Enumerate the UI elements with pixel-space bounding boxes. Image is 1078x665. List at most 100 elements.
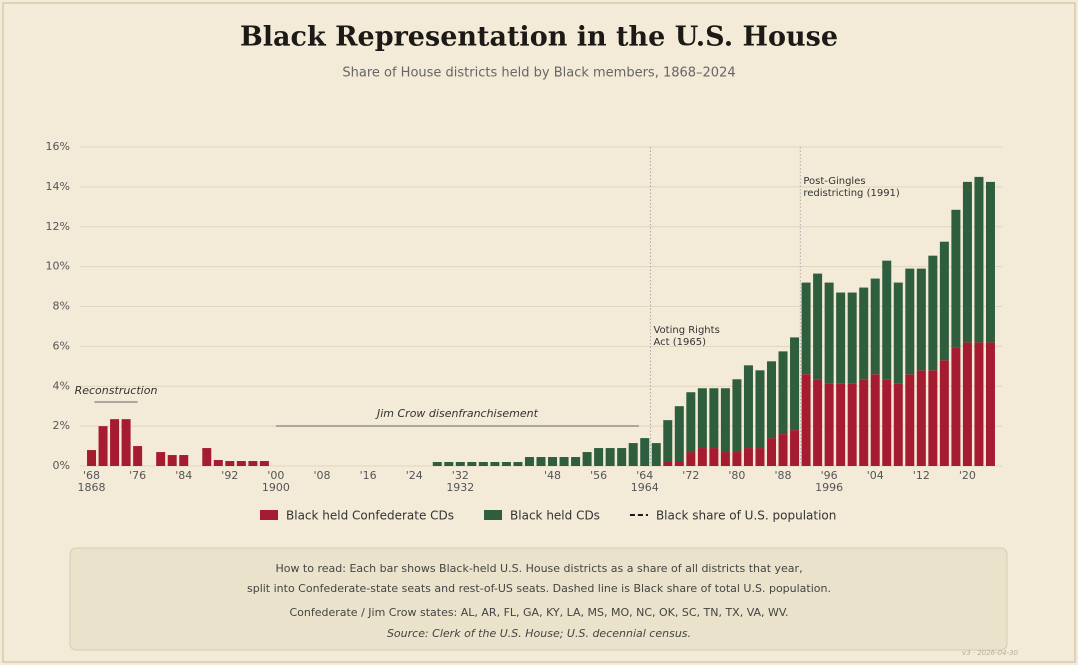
bar: [732, 379, 742, 453]
bar: [847, 383, 857, 466]
bar: [790, 430, 800, 466]
bar: [939, 241, 949, 361]
bar: [674, 462, 684, 466]
source: Source: Clerk of the U.S. House; U.S. de…: [387, 627, 691, 640]
annotation: Voting Rights: [653, 325, 719, 336]
bar: [663, 462, 673, 466]
y-tick-label: 0%: [53, 459, 70, 472]
bar: [743, 365, 753, 449]
x-tick-label: '72: [682, 469, 699, 482]
bar: [916, 370, 926, 466]
legend-label: Black held CDs: [510, 509, 600, 523]
bar: [524, 457, 534, 466]
bar: [778, 434, 788, 466]
bar: [167, 455, 177, 466]
chart-subtitle: Share of House districts held by Black m…: [342, 66, 735, 81]
bar: [628, 443, 638, 466]
bar: [236, 461, 246, 466]
bar: [905, 268, 915, 375]
bar: [767, 438, 776, 466]
annotation: redistricting (1991): [803, 188, 900, 199]
bar: [893, 282, 903, 384]
bar: [824, 383, 834, 466]
y-tick-label: 14%: [46, 180, 70, 193]
bar: [985, 342, 995, 466]
bar: [962, 342, 972, 466]
bar: [674, 406, 684, 463]
bar: [501, 462, 511, 466]
annotation: Reconstruction: [75, 384, 158, 397]
bar: [432, 462, 442, 466]
version: v3 · 2026-04-30: [962, 649, 1018, 657]
bar: [893, 383, 903, 466]
bar: [951, 209, 961, 348]
bar: [133, 446, 143, 466]
y-tick-label: 12%: [46, 220, 70, 233]
annotation: Act (1965): [653, 337, 706, 348]
bar: [790, 337, 800, 431]
bar: [870, 374, 880, 466]
bar: [732, 452, 742, 466]
bar: [939, 360, 949, 466]
bar: [259, 461, 269, 466]
bar: [536, 457, 546, 466]
x-tick-label-year: 1932: [446, 481, 474, 494]
x-tick-label: '32: [452, 469, 469, 482]
bar: [847, 292, 857, 384]
bar: [98, 426, 108, 466]
bar: [882, 379, 892, 466]
y-tick-label: 16%: [46, 140, 70, 153]
y-tick-label: 8%: [53, 300, 70, 313]
bar: [663, 420, 673, 463]
bar: [824, 282, 834, 384]
x-tick-label: '04: [867, 469, 884, 482]
bar: [720, 452, 730, 466]
bar: [225, 461, 235, 466]
bar: [928, 370, 938, 466]
bar: [202, 448, 212, 466]
x-tick-label-year: 1964: [631, 481, 659, 494]
bar: [974, 176, 984, 343]
bar: [859, 287, 869, 380]
bar: [709, 388, 719, 449]
bar: [985, 181, 995, 343]
y-tick-label: 10%: [46, 260, 70, 273]
bar: [720, 388, 730, 453]
legend-label: Black held Confederate CDs: [286, 509, 454, 523]
bar: [651, 443, 661, 466]
bar: [755, 370, 765, 449]
bar: [801, 374, 811, 466]
x-tick-label: '48: [544, 469, 561, 482]
bar: [951, 347, 961, 466]
note: split into Confederate-state seats and r…: [247, 582, 831, 595]
annotation: Jim Crow disenfranchisement: [375, 407, 539, 420]
legend-label: Black share of U.S. population: [656, 509, 836, 523]
bar: [110, 419, 120, 466]
x-tick-label: '68: [83, 469, 100, 482]
bar: [513, 462, 523, 466]
y-tick-label: 4%: [53, 379, 70, 392]
x-tick-label: '96: [821, 469, 838, 482]
bar: [686, 452, 696, 466]
bar: [697, 388, 707, 449]
bar: [156, 452, 166, 466]
x-tick-label: '12: [913, 469, 930, 482]
bar: [559, 457, 569, 466]
x-tick-label: '76: [129, 469, 146, 482]
plot: [80, 146, 1002, 467]
bar: [455, 462, 465, 466]
x-tick-label: '64: [636, 469, 653, 482]
bar: [778, 351, 788, 435]
annotation: Post-Gingles: [803, 176, 865, 187]
bar: [490, 462, 500, 466]
legend-swatch: [484, 510, 503, 520]
bar: [467, 462, 477, 466]
info-box: [69, 547, 1008, 651]
bar: [709, 448, 719, 466]
bar: [87, 450, 97, 466]
bar: [859, 379, 869, 466]
note: Confederate / Jim Crow states: AL, AR, F…: [289, 606, 788, 619]
x-tick-label: '20: [959, 469, 976, 482]
bar: [743, 448, 753, 466]
